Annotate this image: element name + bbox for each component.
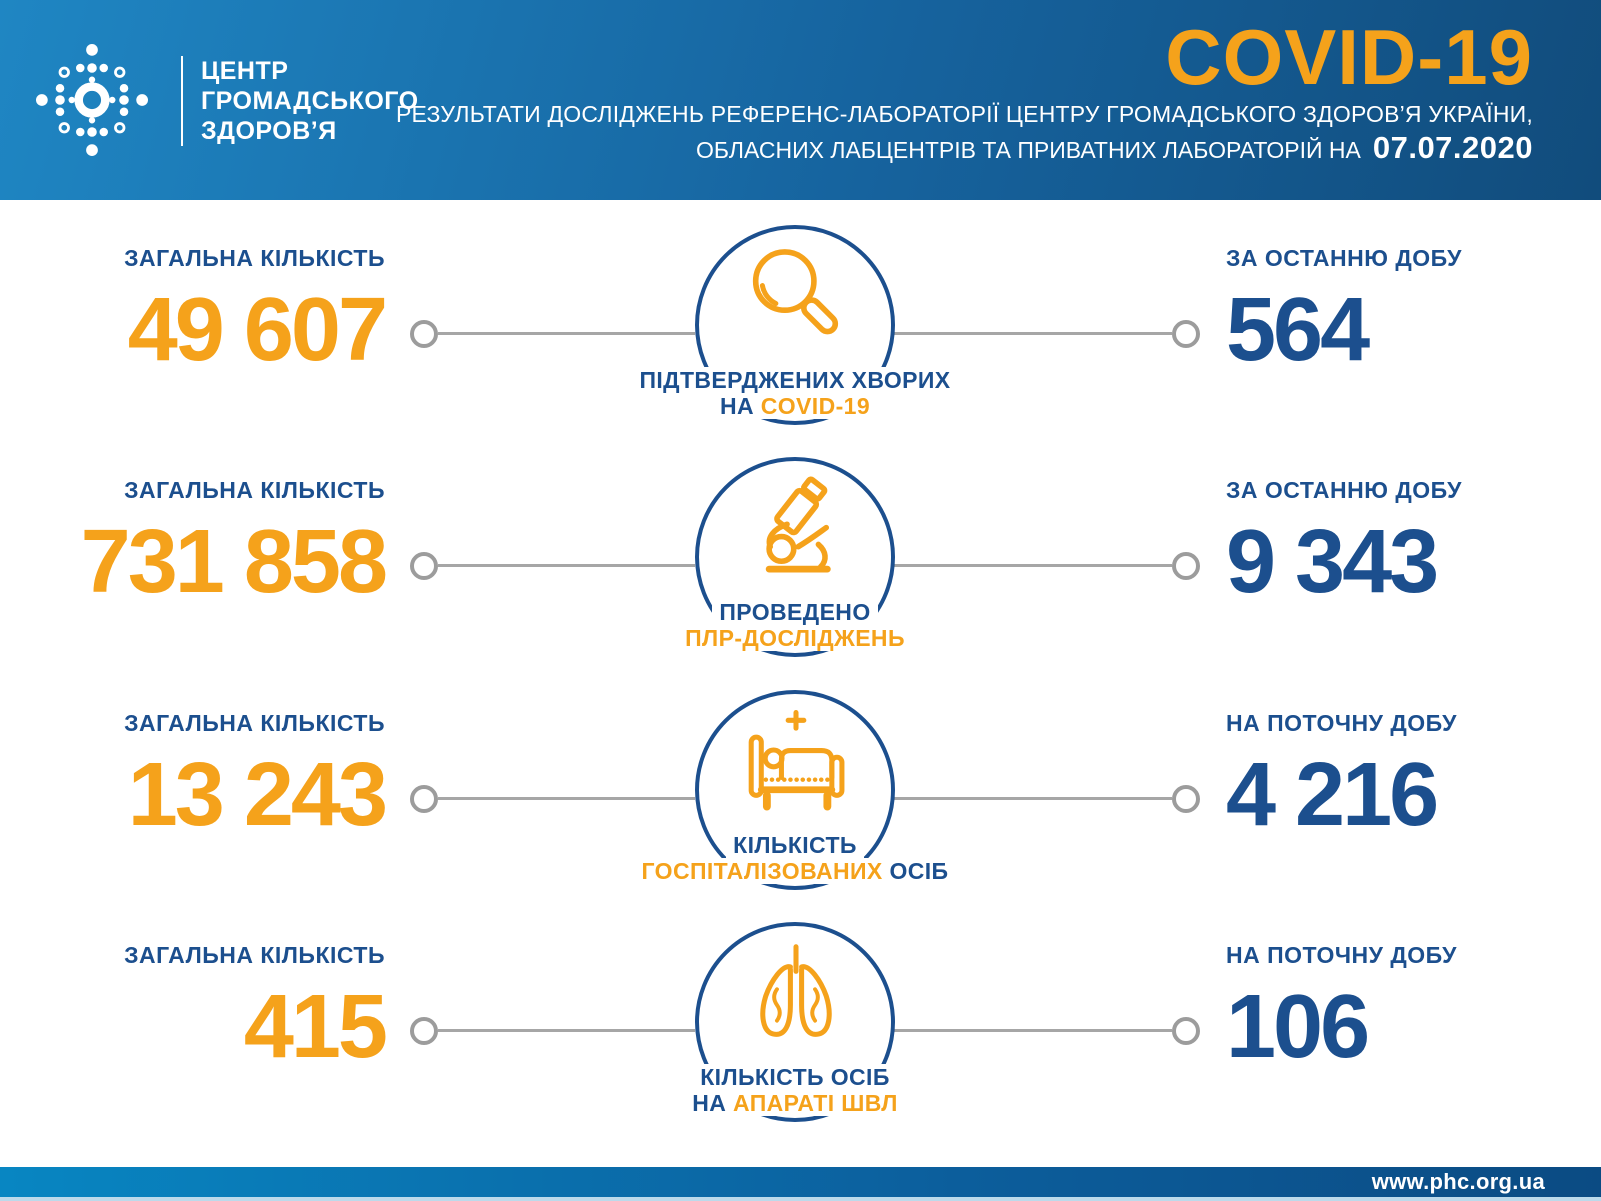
circle-caption-line2: НА АПАРАТІ ШВЛ (595, 1090, 995, 1116)
circle-caption-line2: ПЛР-ДОСЛІДЖЕНЬ (595, 625, 995, 651)
circle-caption-line2: НА COVID-19 (595, 393, 995, 419)
connector-line (891, 1029, 1172, 1032)
caption-text: ПЛР-ДОСЛІДЖЕНЬ (685, 625, 905, 651)
caption-text: КІЛЬКІСТЬ ОСІБ (700, 1064, 890, 1090)
subtitle-line-1: РЕЗУЛЬТАТИ ДОСЛІДЖЕНЬ РЕФЕРЕНС-ЛАБОРАТОР… (395, 101, 1533, 127)
caption-text: ОСІБ (889, 858, 949, 884)
footer-bar: www.phc.org.ua (0, 1167, 1601, 1197)
total-label: ЗАГАЛЬНА КІЛЬКІСТЬ (124, 942, 385, 968)
circle-caption-line1: ПРОВЕДЕНО (595, 599, 995, 625)
subtitle-line-2: ОБЛАСНИХ ЛАБЦЕНТРІВ ТА ПРИВАТНИХ ЛАБОРАТ… (696, 130, 1533, 166)
total-label: ЗАГАЛЬНА КІЛЬКІСТЬ (124, 710, 385, 736)
logo-line: ГРОМАДСЬКОГО (201, 87, 419, 115)
daily-label: НА ПОТОЧНУ ДОБУ (1226, 710, 1457, 736)
logo-divider (181, 56, 183, 146)
connector-line (438, 564, 695, 567)
daily-label: НА ПОТОЧНУ ДОБУ (1226, 942, 1457, 968)
total-value: 49 607 (127, 280, 388, 380)
daily-value: 9 343 (1226, 512, 1439, 612)
connector-line (438, 1029, 695, 1032)
logo-line: ЦЕНТР (201, 57, 289, 85)
report-date: 07.07.2020 (1372, 130, 1533, 165)
connector-line (891, 564, 1172, 567)
connector-ring (410, 785, 438, 813)
circle-caption-line1: КІЛЬКІСТЬ (595, 832, 995, 858)
magnifier-icon (752, 249, 839, 335)
total-block: ЗАГАЛЬНА КІЛЬКІСТЬ 49 607 (0, 225, 388, 380)
caption-text: ПРОВЕДЕНО (719, 599, 871, 625)
phc-logo-icon (36, 44, 148, 156)
total-block: ЗАГАЛЬНА КІЛЬКІСТЬ 13 243 (0, 690, 388, 845)
connector-line (438, 332, 695, 335)
total-block: ЗАГАЛЬНА КІЛЬКІСТЬ 415 (0, 922, 388, 1077)
daily-block: ЗА ОСТАННЮ ДОБУ 9 343 (1226, 457, 1601, 607)
caption-text: АПАРАТІ ШВЛ (733, 1090, 898, 1116)
connector-line (438, 797, 695, 800)
circle-caption-line1: ПІДТВЕРДЖЕНИХ ХВОРИХ (595, 367, 995, 393)
connector-ring (1172, 552, 1200, 580)
connector-ring (410, 320, 438, 348)
caption-text: КІЛЬКІСТЬ (733, 832, 857, 858)
daily-value: 564 (1226, 280, 1370, 380)
stat-row-confirmed-cases: ЗАГАЛЬНА КІЛЬКІСТЬ 49 607 ПІДТВЕРДЖЕНИХ … (0, 225, 1601, 457)
total-value: 415 (243, 977, 388, 1077)
daily-value: 106 (1226, 977, 1370, 1077)
connector-ring (410, 1017, 438, 1045)
subtitle-line-2-text: ОБЛАСНИХ ЛАБЦЕНТРІВ ТА ПРИВАТНИХ ЛАБОРАТ… (695, 137, 1361, 163)
connector-line (891, 332, 1172, 335)
lungs-icon (760, 944, 832, 1037)
caption-text: НА (719, 393, 761, 419)
stat-row-pcr-tests: ЗАГАЛЬНА КІЛЬКІСТЬ 731 858 ПРОВЕДЕНО ПЛР… (0, 457, 1601, 689)
connector-ring (1172, 320, 1200, 348)
header-banner: ЦЕНТР ГРОМАДСЬКОГО ЗДОРОВ’Я COVID-19 РЕЗ… (0, 0, 1601, 200)
daily-value: 4 216 (1226, 745, 1439, 845)
total-label: ЗАГАЛЬНА КІЛЬКІСТЬ (124, 477, 385, 503)
circle-caption-line2: ГОСПІТАЛІЗОВАНИХ ОСІБ (595, 858, 995, 884)
daily-block: ЗА ОСТАННЮ ДОБУ 564 (1226, 225, 1601, 375)
daily-label: ЗА ОСТАННЮ ДОБУ (1226, 245, 1462, 271)
connector-ring (1172, 785, 1200, 813)
daily-label: ЗА ОСТАННЮ ДОБУ (1226, 477, 1462, 503)
stat-row-ventilators: ЗАГАЛЬНА КІЛЬКІСТЬ 415 КІЛЬКІСТЬ ОСІБ НА… (0, 922, 1601, 1154)
caption-text: COVID-19 (760, 393, 871, 419)
daily-block: НА ПОТОЧНУ ДОБУ 4 216 (1226, 690, 1601, 840)
page-title: COVID-19 (1165, 13, 1533, 101)
total-block: ЗАГАЛЬНА КІЛЬКІСТЬ 731 858 (0, 457, 388, 612)
stat-row-hospitalized: ЗАГАЛЬНА КІЛЬКІСТЬ 13 243 КІЛЬКІСТЬ ГОСП… (0, 690, 1601, 922)
daily-block: НА ПОТОЧНУ ДОБУ 106 (1226, 922, 1601, 1072)
hospital-bed-icon (748, 709, 845, 811)
total-label: ЗАГАЛЬНА КІЛЬКІСТЬ (124, 245, 385, 271)
caption-text: НА (692, 1090, 734, 1116)
connector-line (891, 797, 1172, 800)
total-value: 13 243 (127, 745, 388, 845)
total-value: 731 858 (80, 512, 388, 612)
connector-ring (1172, 1017, 1200, 1045)
connector-ring (410, 552, 438, 580)
caption-text: ПІДТВЕРДЖЕНИХ ХВОРИХ (639, 367, 951, 393)
footer-accent-strip (0, 1197, 1601, 1201)
logo-wordmark: ЦЕНТР ГРОМАДСЬКОГО ЗДОРОВ’Я (201, 56, 419, 146)
logo-line: ЗДОРОВ’Я (201, 117, 337, 145)
circle-caption-line1: КІЛЬКІСТЬ ОСІБ (595, 1064, 995, 1090)
microscope-icon (765, 476, 831, 573)
caption-text: ГОСПІТАЛІЗОВАНИХ (641, 858, 890, 884)
footer-website-link[interactable]: www.phc.org.ua (1371, 1169, 1545, 1194)
